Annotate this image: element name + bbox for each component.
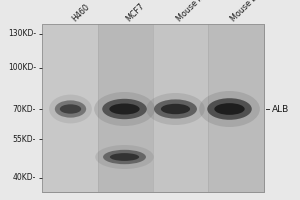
Text: Mouse liver: Mouse liver <box>176 0 214 23</box>
Ellipse shape <box>161 104 190 114</box>
Ellipse shape <box>95 145 154 169</box>
Ellipse shape <box>103 150 146 164</box>
Text: 55KD-: 55KD- <box>13 134 36 144</box>
Bar <box>42 24 264 192</box>
Text: MCF7: MCF7 <box>124 1 146 23</box>
Text: 70KD-: 70KD- <box>13 104 36 114</box>
Ellipse shape <box>214 103 245 115</box>
Ellipse shape <box>94 92 155 126</box>
Text: 40KD-: 40KD- <box>13 173 36 182</box>
Bar <box>208 24 264 192</box>
Ellipse shape <box>154 99 197 119</box>
Text: 130KD-: 130KD- <box>8 29 36 38</box>
Text: ALB: ALB <box>272 104 289 114</box>
Ellipse shape <box>146 93 205 125</box>
Text: H460: H460 <box>70 2 92 23</box>
Text: 100KD-: 100KD- <box>8 64 36 72</box>
Ellipse shape <box>110 153 139 161</box>
Ellipse shape <box>55 100 86 118</box>
Text: Mouse blood: Mouse blood <box>230 0 272 23</box>
Ellipse shape <box>60 104 81 114</box>
Bar <box>153 24 208 192</box>
Ellipse shape <box>102 99 147 119</box>
Ellipse shape <box>49 95 92 123</box>
Ellipse shape <box>199 91 260 127</box>
Ellipse shape <box>207 98 252 120</box>
Ellipse shape <box>109 103 140 115</box>
Bar <box>42 24 264 192</box>
Bar <box>98 24 153 192</box>
Bar <box>42 24 98 192</box>
